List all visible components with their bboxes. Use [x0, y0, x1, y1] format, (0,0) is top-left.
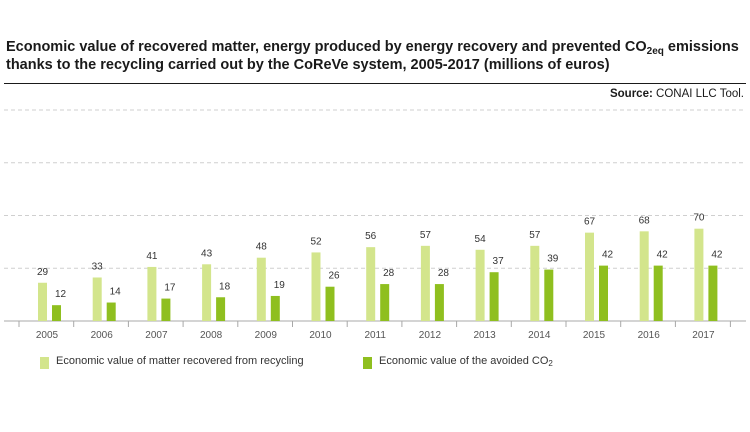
bar-matter — [639, 231, 649, 321]
data-label-co2: 17 — [164, 283, 176, 294]
data-label-matter: 54 — [475, 234, 487, 245]
bar-co2 — [52, 305, 61, 321]
legend-swatch-matter — [40, 357, 49, 369]
bar-matter — [694, 228, 704, 321]
x-tick-label: 2012 — [419, 330, 442, 341]
bar-matter — [366, 247, 376, 321]
x-tick-label: 2015 — [583, 330, 606, 341]
title-line1: Economic value of recovered matter, ener… — [6, 39, 739, 57]
x-tick-label: 2014 — [528, 330, 551, 341]
bar-matter — [92, 277, 102, 321]
data-label-matter: 52 — [310, 236, 322, 247]
bar-matter — [311, 252, 321, 321]
x-tick-label: 2013 — [473, 330, 496, 341]
title-line2: thanks to the recycling carried out by t… — [6, 57, 610, 73]
data-label-matter: 33 — [92, 261, 104, 272]
x-tick-label: 2010 — [309, 330, 332, 341]
bar-co2 — [216, 297, 226, 321]
data-label-matter: 43 — [201, 248, 213, 259]
data-label-co2: 42 — [657, 250, 669, 261]
legend-label-co2: Economic value of the avoided CO2 — [379, 355, 553, 368]
data-label-co2: 42 — [711, 250, 723, 261]
source-note: Source: CONAI LLC Tool. — [609, 88, 744, 100]
data-label-co2: 37 — [493, 256, 505, 267]
data-label-matter: 57 — [420, 230, 432, 241]
data-label-co2: 19 — [274, 280, 286, 291]
bar-matter — [256, 257, 266, 321]
bar-matter — [585, 232, 594, 321]
data-label-co2: 14 — [110, 287, 122, 298]
data-label-matter: 67 — [584, 217, 596, 228]
x-tick-label: 2005 — [36, 330, 59, 341]
x-tick-label: 2008 — [200, 330, 223, 341]
bar-co2 — [434, 284, 444, 321]
data-label-co2: 39 — [547, 254, 559, 265]
x-tick-label: 2007 — [145, 330, 168, 341]
legend-label-matter: Economic value of matter recovered from … — [56, 355, 304, 367]
legend-swatch-co2 — [363, 357, 372, 369]
data-label-co2: 28 — [438, 268, 450, 279]
data-label-co2: 28 — [383, 268, 395, 279]
x-tick-label: 2006 — [91, 330, 114, 341]
data-label-matter: 48 — [256, 242, 268, 253]
bar-co2 — [599, 265, 608, 321]
bar-co2 — [325, 286, 335, 321]
data-label-co2: 18 — [219, 281, 231, 292]
bar-matter — [530, 245, 540, 321]
title-divider — [4, 83, 746, 84]
data-label-co2: 26 — [328, 271, 340, 282]
chart-title: Economic value of recovered matter, ener… — [6, 38, 746, 74]
bar-matter — [38, 282, 47, 321]
bar-matter — [202, 264, 212, 321]
data-label-matter: 70 — [693, 213, 705, 224]
bar-co2 — [708, 265, 718, 321]
data-label-matter: 68 — [639, 215, 651, 226]
bar-co2 — [544, 269, 554, 321]
bar-co2 — [489, 272, 499, 321]
data-label-matter: 56 — [365, 231, 377, 242]
x-tick-label: 2016 — [638, 330, 661, 341]
bar-co2 — [106, 302, 116, 321]
bar-co2 — [161, 298, 171, 321]
data-label-matter: 29 — [37, 267, 49, 278]
data-label-co2: 42 — [602, 250, 614, 261]
bar-co2 — [380, 284, 390, 321]
data-label-co2: 12 — [55, 289, 67, 300]
bar-matter — [475, 249, 485, 321]
bar-co2 — [653, 265, 663, 321]
data-label-matter: 57 — [529, 230, 541, 241]
x-tick-label: 2009 — [255, 330, 278, 341]
bar-co2 — [270, 295, 280, 321]
x-tick-label: 2011 — [364, 330, 386, 341]
bar-matter — [420, 245, 430, 321]
x-tick-label: 2017 — [692, 330, 715, 341]
data-label-matter: 41 — [146, 251, 158, 262]
bar-matter — [147, 266, 157, 321]
